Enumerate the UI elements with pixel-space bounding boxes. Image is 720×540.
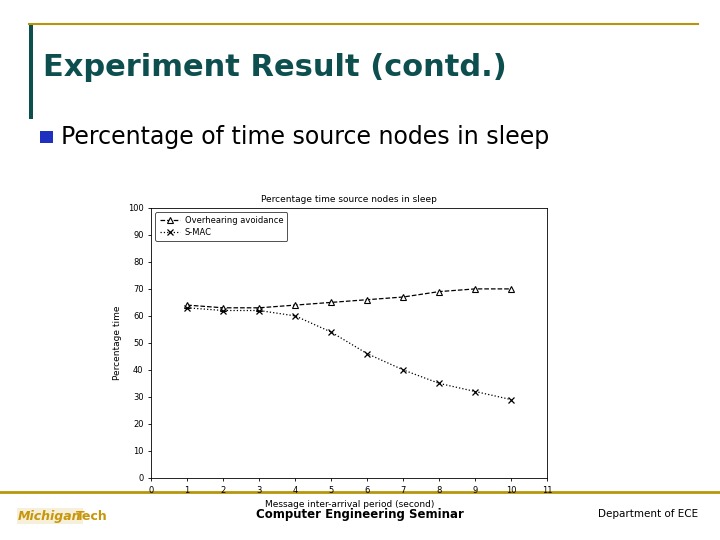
Line: Overhearing avoidance: Overhearing avoidance (184, 286, 514, 310)
S-MAC (471, 388, 480, 395)
Overhearing avoidance (399, 294, 408, 300)
Y-axis label: Percentage time: Percentage time (113, 306, 122, 380)
Text: Department of ECE: Department of ECE (598, 509, 698, 519)
Bar (40, 131, 53, 143)
S-MAC (183, 305, 192, 311)
Bar (29, 24, 33, 119)
Overhearing avoidance (507, 286, 516, 292)
S-MAC (507, 396, 516, 403)
Overhearing avoidance (363, 296, 372, 303)
Title: Percentage time source nodes in sleep: Percentage time source nodes in sleep (261, 195, 437, 204)
Text: Michigan: Michigan (18, 510, 81, 523)
S-MAC (399, 367, 408, 373)
X-axis label: Message inter-arrival period (second): Message inter-arrival period (second) (264, 500, 434, 509)
Text: Experiment Result (contd.): Experiment Result (contd.) (43, 53, 507, 82)
S-MAC (363, 350, 372, 357)
S-MAC (255, 307, 264, 314)
Text: Percentage of time source nodes in sleep: Percentage of time source nodes in sleep (61, 125, 549, 149)
S-MAC (219, 307, 228, 314)
Overhearing avoidance (255, 305, 264, 311)
Overhearing avoidance (219, 305, 228, 311)
Line: S-MAC: S-MAC (184, 305, 514, 403)
S-MAC (327, 329, 336, 335)
Text: Computer Engineering Seminar: Computer Engineering Seminar (256, 508, 464, 521)
S-MAC (435, 380, 444, 387)
Overhearing avoidance (183, 302, 192, 308)
Legend: Overhearing avoidance, S-MAC: Overhearing avoidance, S-MAC (156, 212, 287, 241)
Overhearing avoidance (471, 286, 480, 292)
Overhearing avoidance (435, 288, 444, 295)
Overhearing avoidance (327, 299, 336, 306)
S-MAC (291, 313, 300, 319)
Text: Tech: Tech (76, 510, 107, 523)
Overhearing avoidance (291, 302, 300, 308)
